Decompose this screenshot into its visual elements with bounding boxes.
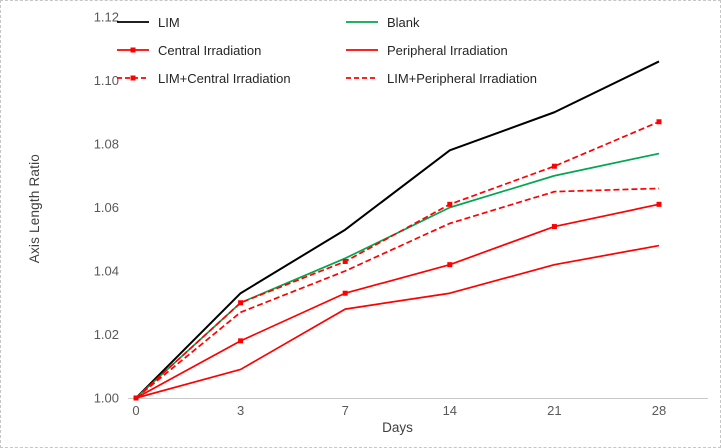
series-marker-lim-central-irradiation bbox=[656, 119, 662, 125]
series-marker-lim-central-irradiation bbox=[447, 201, 453, 207]
x-tick-label: 28 bbox=[652, 403, 666, 418]
legend-item-blank: Blank bbox=[346, 10, 537, 34]
x-tick-label: 0 bbox=[132, 403, 139, 418]
series-marker-lim-central-irradiation bbox=[133, 395, 139, 401]
y-tick-label: 1.12 bbox=[94, 10, 119, 25]
series-line-lim bbox=[135, 60, 660, 399]
y-axis-title: Axis Length Ratio bbox=[27, 1, 42, 416]
legend-label: Blank bbox=[387, 14, 420, 30]
legend-label: LIM+Peripheral Irradiation bbox=[387, 70, 537, 86]
y-tick-label: 1.06 bbox=[94, 200, 119, 215]
x-tick-label: 7 bbox=[342, 403, 349, 418]
x-tick-label: 3 bbox=[237, 403, 244, 418]
legend-label: LIM+Central Irradiation bbox=[158, 70, 291, 86]
series-marker-central-irradiation bbox=[551, 224, 557, 230]
legend-swatch-lim-central-irradiation bbox=[117, 75, 149, 81]
y-tick-label: 1.04 bbox=[94, 264, 119, 279]
legend-item-lim-peripheral-irradiation: LIM+Peripheral Irradiation bbox=[346, 66, 537, 90]
x-axis-title: Days bbox=[382, 420, 413, 435]
series-marker-central-irradiation bbox=[342, 290, 348, 296]
legend-swatch-lim-peripheral-irradiation bbox=[346, 77, 378, 79]
series-marker-central-irradiation bbox=[656, 201, 662, 207]
series-marker-lim-central-irradiation bbox=[342, 258, 348, 264]
y-axis-title-text: Axis Length Ratio bbox=[27, 153, 42, 264]
x-tick-label: 14 bbox=[443, 403, 457, 418]
series-line-lim-central-irradiation bbox=[135, 120, 660, 399]
series-line-central-irradiation bbox=[135, 203, 660, 399]
y-tick-label: 1.10 bbox=[94, 73, 119, 88]
legend-label: Peripheral Irradiation bbox=[387, 42, 508, 58]
legend-swatch-blank bbox=[346, 21, 378, 23]
series-marker-lim-central-irradiation bbox=[238, 300, 244, 306]
legend-item-lim-central-irradiation: LIM+Central Irradiation bbox=[117, 66, 346, 90]
legend-label: Central Irradiation bbox=[158, 42, 262, 58]
legend-swatch-peripheral-irradiation bbox=[346, 49, 378, 51]
x-tick-label: 21 bbox=[547, 403, 561, 418]
legend: LIM Blank Central Irradiation Peripheral Ir… bbox=[117, 10, 537, 90]
series-marker-central-irradiation bbox=[238, 338, 244, 344]
legend-item-central-irradiation: Central Irradiation bbox=[117, 38, 346, 62]
series-line-lim-peripheral-irradiation bbox=[135, 187, 660, 399]
legend-item-lim: LIM bbox=[117, 10, 346, 34]
legend-item-peripheral-irradiation: Peripheral Irradiation bbox=[346, 38, 537, 62]
y-tick-label: 1.02 bbox=[94, 327, 119, 342]
legend-swatch-central-irradiation bbox=[117, 47, 149, 53]
y-tick-label: 1.00 bbox=[94, 391, 119, 406]
series-marker-lim-central-irradiation bbox=[551, 163, 557, 169]
legend-swatch-lim bbox=[117, 21, 149, 23]
legend-label: LIM bbox=[158, 14, 180, 30]
series-marker-central-irradiation bbox=[447, 262, 453, 268]
series-line-peripheral-irradiation bbox=[135, 244, 660, 399]
y-tick-label: 1.08 bbox=[94, 137, 119, 152]
